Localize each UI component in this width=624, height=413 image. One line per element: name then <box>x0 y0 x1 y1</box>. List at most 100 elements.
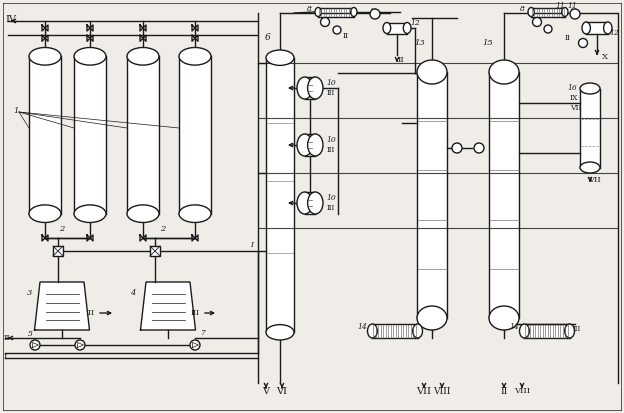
Text: 15: 15 <box>482 39 494 47</box>
Text: 13: 13 <box>414 39 426 47</box>
Bar <box>387 22 407 33</box>
Ellipse shape <box>297 134 313 156</box>
Text: III: III <box>327 204 335 212</box>
Text: 11: 11 <box>370 9 378 14</box>
Text: 1: 1 <box>13 107 19 115</box>
Bar <box>150 246 160 256</box>
Ellipse shape <box>582 22 590 34</box>
Text: 4: 4 <box>130 289 135 297</box>
Bar <box>305 134 315 156</box>
Text: VII: VII <box>416 387 432 396</box>
Text: III: III <box>85 309 94 317</box>
Text: 9: 9 <box>581 40 585 45</box>
Ellipse shape <box>74 47 106 65</box>
Text: VII: VII <box>588 176 600 184</box>
Text: 11: 11 <box>570 9 578 14</box>
Text: I: I <box>4 353 7 361</box>
Ellipse shape <box>29 47 61 65</box>
Ellipse shape <box>297 192 313 214</box>
Text: 10: 10 <box>326 194 336 202</box>
Text: VI: VI <box>276 387 288 396</box>
Ellipse shape <box>489 306 519 330</box>
Ellipse shape <box>520 324 529 338</box>
Text: II: II <box>500 387 508 396</box>
Circle shape <box>570 9 580 19</box>
Text: 2: 2 <box>160 225 166 233</box>
Text: 7: 7 <box>200 329 205 337</box>
Ellipse shape <box>351 7 357 17</box>
Bar <box>373 324 417 338</box>
Circle shape <box>544 25 552 33</box>
Ellipse shape <box>403 22 411 33</box>
Ellipse shape <box>266 325 294 340</box>
Text: VIII: VIII <box>433 387 451 396</box>
Ellipse shape <box>308 192 323 214</box>
Text: 16: 16 <box>567 84 577 92</box>
Text: V: V <box>263 387 270 396</box>
Ellipse shape <box>383 22 391 33</box>
Bar <box>305 192 315 214</box>
Text: 3: 3 <box>27 289 32 297</box>
Bar <box>53 246 63 256</box>
Text: 11: 11 <box>555 2 565 10</box>
Ellipse shape <box>489 60 519 84</box>
Circle shape <box>532 17 542 26</box>
Ellipse shape <box>308 77 323 99</box>
Text: 11: 11 <box>454 145 460 150</box>
Text: 11: 11 <box>567 2 577 10</box>
Bar <box>417 72 447 318</box>
Ellipse shape <box>315 7 321 17</box>
Ellipse shape <box>308 134 323 156</box>
Ellipse shape <box>417 306 447 330</box>
Text: II: II <box>4 334 11 342</box>
Polygon shape <box>34 282 89 330</box>
Ellipse shape <box>74 205 106 223</box>
Text: 14: 14 <box>358 323 368 331</box>
Ellipse shape <box>528 7 534 17</box>
Text: II: II <box>565 34 571 42</box>
Text: 10: 10 <box>326 136 336 144</box>
Text: IV: IV <box>5 14 16 24</box>
Ellipse shape <box>562 7 568 17</box>
Text: 11: 11 <box>476 145 482 150</box>
Text: 12: 12 <box>410 19 420 27</box>
Ellipse shape <box>580 83 600 94</box>
Bar <box>266 58 294 332</box>
Ellipse shape <box>266 50 294 65</box>
Text: 14: 14 <box>510 323 519 331</box>
Bar <box>29 56 61 214</box>
Circle shape <box>370 9 380 19</box>
Circle shape <box>75 340 85 350</box>
Bar <box>524 324 570 338</box>
Bar <box>179 56 211 214</box>
Text: III: III <box>190 309 200 317</box>
Bar <box>127 56 159 214</box>
Bar <box>318 7 354 17</box>
Text: I: I <box>250 241 253 249</box>
Circle shape <box>321 17 329 26</box>
Text: VIII: VIII <box>514 387 530 395</box>
Text: II: II <box>397 56 404 64</box>
Ellipse shape <box>297 77 313 99</box>
Text: ⊙: ⊙ <box>322 18 328 26</box>
Ellipse shape <box>368 324 378 338</box>
Ellipse shape <box>417 60 447 84</box>
Text: III: III <box>572 325 580 333</box>
Ellipse shape <box>603 22 612 34</box>
Text: 5: 5 <box>27 330 32 338</box>
Bar <box>74 56 106 214</box>
Polygon shape <box>140 282 195 330</box>
Ellipse shape <box>580 162 600 173</box>
Text: 10: 10 <box>326 79 336 87</box>
Text: 9: 9 <box>546 26 550 31</box>
Text: 8: 8 <box>306 5 311 13</box>
Bar <box>489 72 519 318</box>
Circle shape <box>30 340 40 350</box>
Ellipse shape <box>127 47 159 65</box>
Text: 2: 2 <box>59 225 65 233</box>
Ellipse shape <box>29 205 61 223</box>
Ellipse shape <box>412 324 422 338</box>
Text: VII: VII <box>570 104 582 112</box>
Text: III: III <box>327 146 335 154</box>
Ellipse shape <box>565 324 575 338</box>
